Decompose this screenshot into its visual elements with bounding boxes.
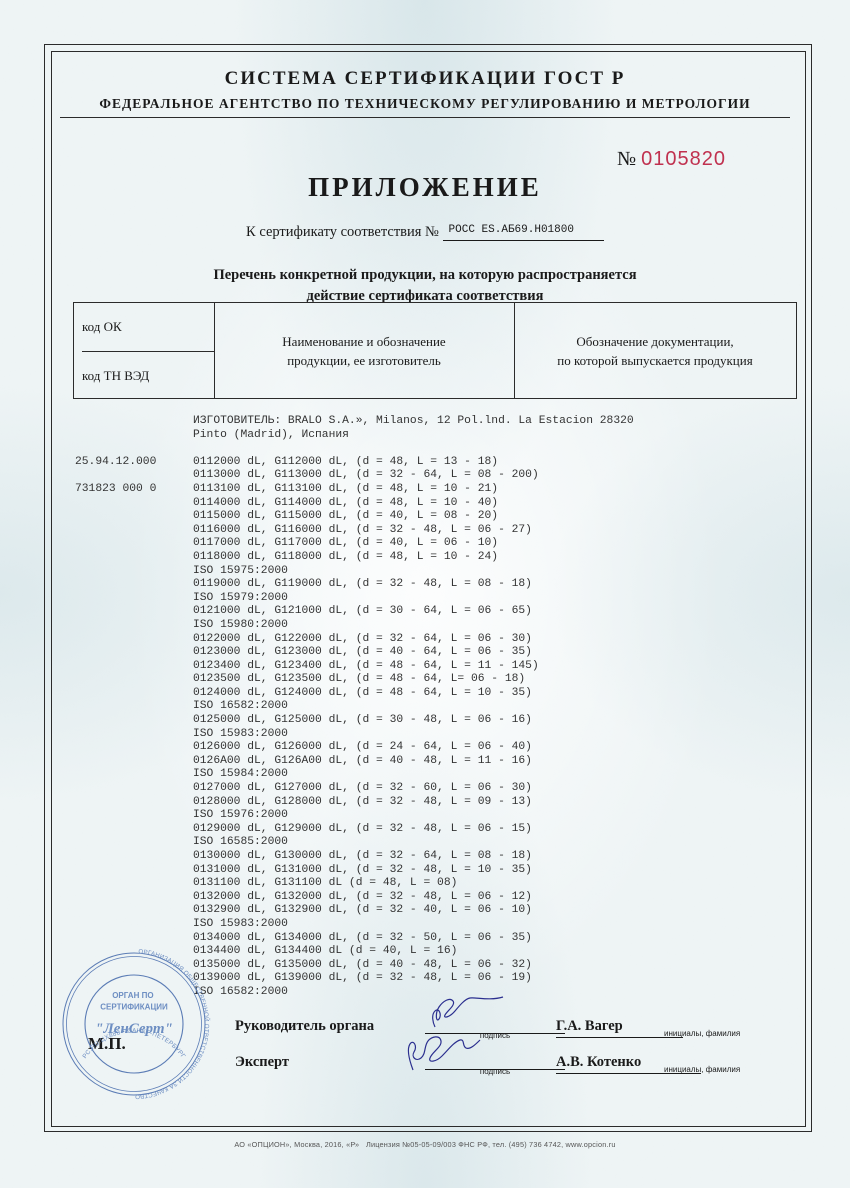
svg-text:ОРГАН ПО СЕРТИФИКАЦИИ: ОРГАН ПО СЕРТИФИКАЦИИ <box>100 991 168 1012</box>
